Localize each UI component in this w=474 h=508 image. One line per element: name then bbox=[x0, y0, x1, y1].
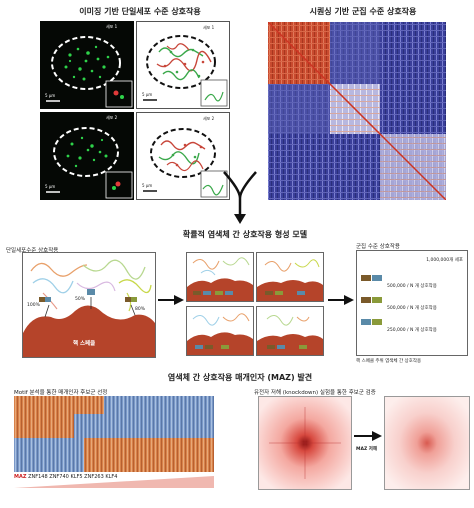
motif-subtitle: Motif 분석을 통한 매개인자 후보군 선정 bbox=[14, 390, 108, 396]
interaction-middle bbox=[87, 289, 95, 295]
cell2-scale-label: 5 μm bbox=[45, 184, 56, 189]
gene-znf263: ZNF263 bbox=[84, 474, 104, 480]
gene-klf4: KLF4 bbox=[105, 474, 118, 480]
cell1-trace-panel: 세포 1 5 μm bbox=[136, 21, 230, 109]
row2-swatch-b bbox=[372, 297, 382, 303]
row2-swatch-a bbox=[361, 297, 371, 303]
gene-list: MAZ ZNF148 ZNF740 KLF5 ZNF263 KLF4 bbox=[14, 474, 117, 480]
row3-swatch-b bbox=[372, 319, 382, 325]
state-panel-3 bbox=[186, 306, 254, 356]
knockdown-subtitle: 유전자 저해 (knockdown) 실험을 통한 후보군 검증 bbox=[254, 390, 376, 396]
interaction-right bbox=[125, 297, 137, 302]
cell1-fluorescence-panel: 세포 1 5 μm bbox=[40, 21, 134, 109]
state-panel-2-drawing bbox=[257, 259, 323, 301]
knockdown-arrow bbox=[354, 431, 382, 441]
gene-znf740: ZNF740 bbox=[49, 474, 69, 480]
control-map-svg bbox=[259, 397, 351, 489]
motif-heatmap: MAZ ZNF148 ZNF740 KLF5 ZNF263 KLF4 bbox=[14, 396, 214, 490]
single-cell-label: 단일세포수준 상호작용 bbox=[6, 248, 59, 254]
cell2-label: 세포 2 bbox=[106, 115, 118, 120]
row3-swatch-a bbox=[361, 319, 371, 325]
row1-text: 500,000 / N 개 상호작용 bbox=[387, 284, 437, 289]
interaction-left bbox=[39, 297, 51, 302]
gene-klf5: KLF5 bbox=[70, 474, 83, 480]
cell2-trace-panel: 세포 2 5 μm bbox=[136, 112, 230, 200]
pct-100-label: 100% bbox=[27, 303, 40, 308]
state-panel-1 bbox=[186, 252, 254, 302]
knockdown-map-svg bbox=[385, 397, 469, 489]
population-panel: 1,000,000개 세포 500,000 / N 개 상호작용 500,000… bbox=[356, 250, 468, 356]
cell2-chromosome-trace bbox=[143, 128, 228, 198]
motif-heatmap-svg bbox=[14, 396, 214, 490]
merge-arrow bbox=[223, 171, 257, 224]
cell2-trace-scale-label: 5 μm bbox=[142, 183, 153, 188]
state-panel-1-drawing bbox=[187, 257, 253, 301]
population-title: 군집 수준 상호작용 bbox=[356, 244, 400, 250]
knockdown-aggregate-map bbox=[384, 396, 470, 490]
sequencing-title: 시퀀싱 기반 군집 수준 상호작용 bbox=[309, 7, 417, 16]
knockdown-label: MAZ 저해 bbox=[356, 447, 378, 452]
hic-contact-matrix bbox=[267, 21, 447, 201]
cell1-fluorescence-image bbox=[46, 36, 133, 108]
scale-bar-label: 5 μm bbox=[45, 93, 56, 98]
cell2-fluorescence-image bbox=[46, 127, 133, 199]
pct-50-label: 50% bbox=[75, 297, 86, 302]
row1-swatch-a bbox=[361, 275, 371, 281]
cell1-chromosome-trace bbox=[143, 35, 228, 107]
row3-text: 250,000 / N 개 상호작용 bbox=[387, 328, 437, 333]
gene-znf148: ZNF148 bbox=[28, 474, 48, 480]
control-aggregate-map bbox=[258, 396, 352, 490]
state-panel-2 bbox=[256, 252, 324, 302]
speckle-label: 핵 스페클 bbox=[73, 341, 96, 347]
cell1-label: 세포 1 bbox=[106, 24, 118, 29]
model-title: 확률적 염색체 간 상호작용 형성 모델 bbox=[182, 230, 308, 239]
state-panel-3-drawing bbox=[187, 313, 253, 355]
state-panel-4-drawing bbox=[257, 315, 323, 355]
cell-count: 1,000,000개 세포 bbox=[426, 258, 463, 263]
cell2-fluorescence-panel: 세포 2 5 μm bbox=[40, 112, 134, 200]
arrow-to-states bbox=[158, 295, 184, 305]
pct-80-label: 80% bbox=[135, 307, 146, 312]
row1-swatch-b bbox=[372, 275, 382, 281]
gene-maz: MAZ bbox=[14, 474, 27, 480]
cell2-trace-label: 세포 2 bbox=[203, 116, 215, 121]
trace-scale-label: 5 μm bbox=[142, 92, 153, 97]
single-cell-model-drawing bbox=[23, 259, 155, 357]
imaging-title: 이미징 기반 단일세포 수준 상호작용 bbox=[79, 7, 201, 16]
single-cell-model-panel: 100% 50% 80% 핵 스페클 bbox=[22, 252, 156, 358]
hic-matrix-svg bbox=[267, 21, 447, 201]
row2-text: 500,000 / N 개 상호작용 bbox=[387, 306, 437, 311]
maz-title: 염색체 간 상호작용 매개인자 (MAZ) 발견 bbox=[167, 373, 313, 382]
arrow-to-population bbox=[328, 295, 354, 305]
population-note: 핵 스페클 주위 염색체 간 상호작용 bbox=[356, 359, 422, 364]
cell1-trace-label: 세포 1 bbox=[203, 25, 215, 30]
state-panel-4 bbox=[256, 306, 324, 356]
